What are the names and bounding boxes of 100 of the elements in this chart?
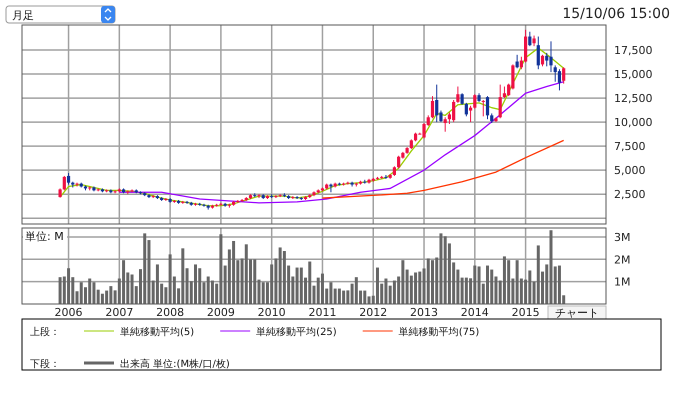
candlestick: [468, 105, 472, 123]
candlestick: [444, 116, 447, 132]
candlestick: [482, 99, 485, 117]
candlestick: [545, 52, 548, 67]
y-tick-label: 3M: [614, 230, 630, 244]
legend-label: 単純移動平均(5): [120, 326, 194, 338]
candlestick: [460, 92, 464, 106]
candlestick: [516, 54, 519, 69]
bar: [384, 278, 388, 304]
bar: [430, 260, 434, 304]
bar: [308, 262, 312, 304]
y-tick-label: 12,500: [614, 92, 652, 106]
bar: [507, 260, 510, 304]
candlestick: [540, 54, 544, 67]
bar: [558, 266, 561, 304]
candlestick: [549, 40, 553, 73]
bar: [418, 272, 422, 304]
bar: [198, 268, 202, 304]
x-tick-label: 2015: [512, 306, 540, 319]
candlestick: [66, 172, 70, 186]
candlestick: [430, 96, 434, 119]
candlestick: [532, 35, 536, 47]
bar: [502, 256, 506, 304]
bar: [278, 247, 282, 304]
bar: [88, 278, 92, 304]
candlestick: [498, 84, 502, 119]
x-tick-label: 2010: [258, 306, 286, 319]
bar: [282, 251, 286, 304]
y-tick-label: 2,500: [614, 188, 646, 202]
candlestick: [456, 86, 460, 104]
candlestick: [473, 94, 476, 110]
y-tick-label: 17,500: [614, 44, 652, 57]
bar: [168, 254, 172, 304]
bar: [181, 248, 184, 304]
candlestick: [536, 36, 540, 70]
bar: [444, 236, 447, 304]
text: 月足: [12, 9, 34, 22]
bar: [363, 290, 366, 304]
x-tick-label: 2014: [460, 306, 489, 319]
x-tick-label: 2009: [206, 306, 235, 319]
candlestick: [464, 102, 468, 117]
bar: [100, 294, 104, 304]
x-tick-label: 2013: [410, 306, 438, 319]
bar: [528, 270, 532, 304]
bar: [67, 268, 70, 304]
bar: [253, 259, 256, 304]
candlestick: [62, 175, 66, 191]
bar: [232, 240, 236, 304]
candlestick: [558, 68, 562, 91]
bar: [244, 244, 248, 304]
candlestick: [58, 188, 62, 198]
bar: [92, 282, 96, 304]
bar: [401, 260, 404, 304]
bar: [296, 268, 299, 304]
bar: [473, 266, 476, 304]
y-tick-label: 1M: [614, 276, 630, 289]
candlestick: [562, 66, 566, 84]
x-tick-label: 2006: [54, 306, 83, 319]
bar: [490, 270, 494, 304]
bar: [464, 278, 468, 304]
bar: [342, 290, 346, 304]
legend-title: 下段：: [30, 358, 60, 370]
bar: [338, 288, 341, 304]
bar: [109, 286, 112, 304]
candlestick: [528, 31, 532, 47]
y-tick-label: 10,000: [614, 116, 652, 130]
y-tick-label: 15,000: [614, 68, 652, 82]
bar: [143, 233, 146, 304]
bar: [536, 245, 540, 304]
y-tick-label: 7,500: [614, 140, 646, 154]
bar: [329, 282, 332, 304]
candlestick: [435, 84, 438, 123]
y-tick-label: 5,000: [614, 164, 646, 178]
legend-label: 単純移動平均(75): [398, 326, 480, 338]
legend-title: 上段：: [30, 326, 60, 338]
x-tick-label: 2012: [359, 306, 388, 319]
candlestick: [490, 112, 494, 124]
bar: [58, 277, 62, 304]
bar: [354, 277, 358, 304]
bar: [156, 264, 159, 304]
bar: [316, 278, 320, 304]
candlestick: [554, 64, 557, 82]
bar: [439, 233, 442, 304]
bar: [486, 266, 490, 304]
line-series: [322, 140, 564, 199]
candlestick: [392, 166, 396, 176]
x-tick-label: 2007: [105, 306, 134, 319]
text: チャート: [555, 306, 599, 320]
bar: [206, 276, 210, 304]
bar: [219, 234, 222, 304]
candlestick: [486, 96, 490, 120]
bar: [392, 280, 396, 304]
annotation: 単位: M: [25, 230, 64, 243]
bar: [516, 260, 519, 304]
candlestick: [410, 138, 413, 150]
bar: [549, 230, 552, 304]
candlestick: [452, 99, 456, 123]
bar: [130, 274, 134, 304]
bar: [376, 268, 379, 304]
legend-label: 単純移動平均(25): [256, 326, 337, 338]
